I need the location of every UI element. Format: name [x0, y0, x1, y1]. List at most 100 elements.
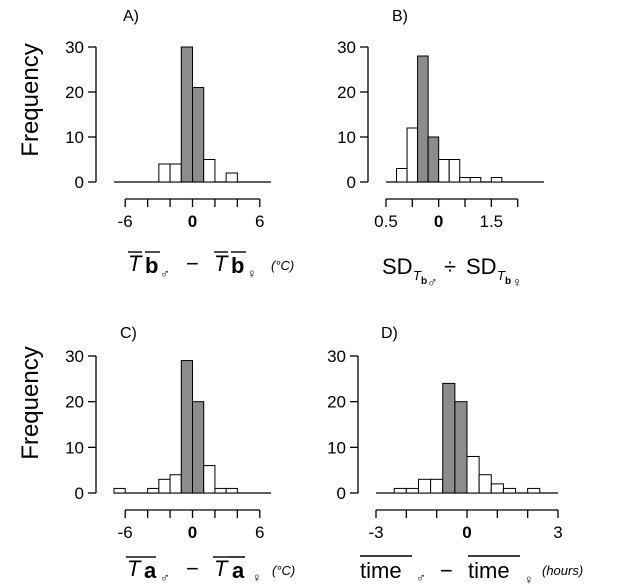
y-tick-label-d-0: 0	[337, 484, 346, 503]
x-title-a-symbol-1: T	[128, 251, 143, 276]
bar-d-6	[466, 455, 480, 494]
x-tick-label-d-0: -3	[368, 523, 383, 542]
bar-a-0	[158, 163, 171, 183]
x-title-c-sub-1: a	[144, 558, 157, 583]
y-tick-label-c-1: 10	[65, 438, 84, 457]
y-tick-label-a-1: 10	[65, 128, 84, 147]
x-title-b-sub-symbol-1: T	[413, 268, 422, 283]
x-tick-label-b-4: 1.5	[480, 212, 504, 231]
bar-b-2	[417, 55, 429, 183]
bar-d-9	[502, 487, 517, 494]
x-title-c-symbol-2: T	[214, 556, 229, 581]
y-axis-title-top: Frequency	[17, 43, 44, 156]
x-title-a-female: ♀	[247, 266, 257, 281]
bar-c-4	[158, 478, 171, 494]
histogram-panel-d: 0 10 20 30 -3 0 3 D)	[327, 325, 563, 542]
x-title-c-sub-2: a	[232, 558, 245, 583]
y-tick-label-b-3: 30	[337, 38, 356, 57]
y-tick-label-a-3: 30	[65, 38, 84, 57]
bar-c-6	[180, 360, 194, 494]
x-tick-label-a-3: 0	[188, 212, 197, 231]
x-tick-label-a-0: -6	[118, 212, 133, 231]
bar-a-4	[203, 159, 216, 183]
x-title-d-word-1: time	[360, 558, 402, 583]
bar-a-3	[192, 87, 205, 183]
x-title-a-male: ♂	[160, 266, 170, 281]
bar-b-5	[448, 159, 461, 183]
x-tick-label-b-0: 0.5	[374, 212, 398, 231]
y-tick-label-a-2: 20	[65, 83, 84, 102]
y-tick-label-a-0: 0	[75, 173, 84, 192]
bar-c-7	[192, 401, 205, 494]
x-title-c-unit: (°C)	[272, 563, 295, 578]
x-axis-title-c: T a ♂ − T a ♀ (°C)	[126, 556, 295, 585]
y-tick-label-b-2: 20	[337, 83, 356, 102]
bar-c-10	[225, 487, 238, 494]
x-title-a-sub-2: b	[231, 253, 244, 278]
bar-b-3	[427, 136, 440, 183]
bar-d-5	[454, 401, 468, 494]
bar-b-0	[396, 168, 408, 183]
bar-b-6	[459, 177, 471, 183]
histogram-panel-a: 0 10 20 30 -6 0 6 A)	[65, 8, 271, 231]
bar-d-11	[527, 487, 541, 494]
x-axis-title-b: SD T b ♂ ÷ SD T b ♀	[382, 254, 523, 290]
y-tick-label-c-0: 0	[75, 484, 84, 503]
x-tick-label-d-3: 0	[462, 523, 471, 542]
y-tick-label-c-2: 20	[65, 393, 84, 412]
x-title-b-sub-letter-1: b	[421, 276, 427, 287]
x-title-c-female: ♀	[252, 570, 262, 585]
bar-d-3	[430, 478, 444, 494]
bar-a-2	[180, 46, 194, 183]
x-title-a-sub-1: b	[145, 253, 158, 278]
panel-label-d: D)	[381, 325, 398, 342]
x-tick-label-b-2: 0	[434, 212, 443, 231]
bar-c-8	[203, 465, 216, 494]
x-title-d-female: ♀	[524, 572, 534, 587]
x-title-b-divide: ÷	[444, 254, 456, 279]
x-tick-label-c-3: 0	[188, 523, 197, 542]
x-title-b-sd-2: SD	[466, 254, 497, 279]
bar-d-4	[442, 382, 456, 494]
y-axis-title-bottom: Frequency	[17, 346, 44, 459]
bar-c-3	[147, 487, 160, 494]
panel-label-a: A)	[123, 8, 139, 25]
x-axis-title-a: T b ♂ − T b ♀ (°C)	[128, 251, 294, 281]
x-title-c-minus: −	[186, 556, 199, 581]
x-title-a-unit: (°C)	[271, 258, 294, 273]
x-tick-label-c-6: 6	[255, 523, 264, 542]
x-tick-label-a-6: 6	[255, 212, 264, 231]
x-title-b-sd-1: SD	[382, 254, 413, 279]
bar-b-4	[438, 159, 450, 183]
y-tick-label-b-0: 0	[347, 173, 356, 192]
x-title-d-male: ♂	[416, 570, 426, 585]
y-tick-label-d-1: 10	[327, 438, 346, 457]
x-title-d-unit: (hours)	[542, 563, 583, 578]
x-title-c-male: ♂	[160, 570, 170, 585]
panel-label-c: C)	[120, 325, 137, 342]
bar-c-5	[169, 474, 182, 494]
bar-a-6	[225, 172, 238, 183]
x-title-d-word-2: time	[468, 558, 510, 583]
y-tick-label-d-2: 20	[327, 393, 346, 412]
y-tick-label-b-1: 10	[337, 128, 356, 147]
x-title-a-minus: −	[186, 251, 199, 276]
bar-c-0	[113, 487, 126, 494]
x-title-a-symbol-2: T	[214, 251, 229, 276]
histogram-panel-c: 0 10 20 30 -6 0 6 C)	[65, 325, 271, 542]
x-title-b-sub-letter-2: b	[505, 276, 511, 287]
x-axis-title-d: time ♂ − time ♀ (hours)	[360, 555, 583, 587]
bar-d-1	[405, 487, 419, 494]
x-tick-label-c-0: -6	[118, 523, 133, 542]
panel-label-b: B)	[392, 8, 408, 25]
bar-d-7	[478, 474, 492, 494]
bar-b-7	[469, 177, 482, 183]
x-title-d-minus: −	[440, 558, 453, 583]
bar-d-0	[393, 487, 407, 494]
x-tick-label-d-6: 3	[553, 523, 562, 542]
bar-c-9	[214, 487, 227, 494]
bar-b-9	[490, 177, 503, 183]
x-title-b-sub-symbol-2: T	[497, 268, 506, 283]
y-tick-label-d-3: 30	[327, 347, 346, 366]
